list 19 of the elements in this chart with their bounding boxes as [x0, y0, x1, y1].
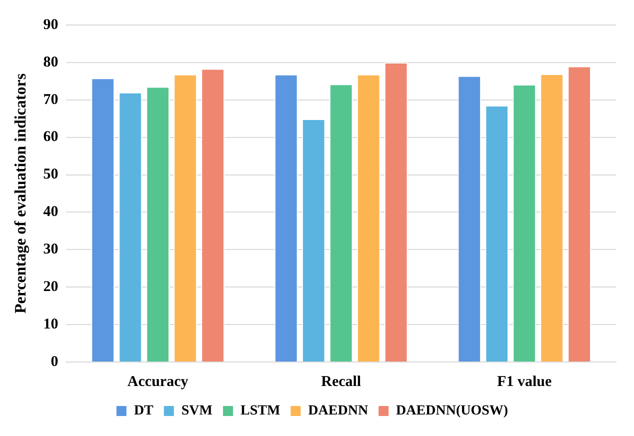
x-tick-label: Accuracy — [127, 374, 189, 390]
y-tick-label: 40 — [43, 204, 58, 220]
y-tick-label: 0 — [50, 354, 58, 370]
y-tick-label: 60 — [43, 129, 58, 146]
y-tick-label: 20 — [43, 278, 58, 295]
legend-label: DAEDNN(UOSW) — [396, 404, 508, 419]
y-tick-label: 80 — [43, 54, 58, 70]
y-axis-title: Percentage of evaluation indicators — [12, 73, 30, 314]
y-tick-label: 70 — [43, 92, 58, 108]
x-tick-label: Recall — [321, 374, 362, 390]
legend-label: DAEDNN — [308, 404, 368, 419]
legend-label: LSTM — [240, 404, 280, 419]
legend-label: DT — [134, 404, 154, 419]
y-tick-label: 30 — [43, 242, 58, 258]
legend-label: SVM — [181, 404, 213, 419]
y-tick-label: 10 — [43, 316, 58, 332]
y-tick-label: 50 — [43, 166, 58, 183]
x-tick-label: F1 value — [497, 374, 552, 390]
y-tick-label: 90 — [43, 16, 58, 33]
